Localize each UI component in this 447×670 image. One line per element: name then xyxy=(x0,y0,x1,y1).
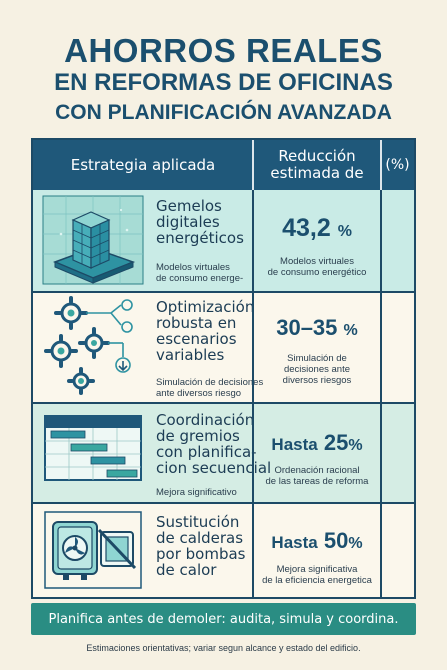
table-row: Optimización robusta en escenarios varia… xyxy=(33,293,414,402)
reduction-note-line: Simulación de xyxy=(287,353,347,364)
row-title: Gemelos digitales energéticos xyxy=(156,198,244,246)
header-strategy: Estrategia aplicada xyxy=(70,156,216,174)
cta-banner: Planifica antes de demoler: audita, simu… xyxy=(31,603,416,635)
reduction-note: Modelos virtuales de consumo energético xyxy=(253,256,381,278)
row-subtitle: Simulación de decisiones ante diversos r… xyxy=(156,377,263,399)
row-title-line: cion secuencial xyxy=(156,459,272,477)
row-title-line: Sustitución xyxy=(156,513,240,531)
row-subtitle-line: Mejora significativo xyxy=(156,487,237,498)
reduction-cell: 30–35 % Simulación de decisiones ante di… xyxy=(253,293,381,402)
row-title-line: Gemelos xyxy=(156,197,222,215)
gears-scenarios-icon xyxy=(44,296,133,395)
row-title-line: por bombas xyxy=(156,545,246,563)
title-line-2: EN REFORMAS DE OFICINAS xyxy=(54,69,393,96)
header-reduction-line2: estimada de xyxy=(270,164,364,182)
row-title-line: variables xyxy=(156,346,225,364)
reduction-note-line: decisiones ante xyxy=(283,364,351,375)
reduction-value: Hasta 25% xyxy=(253,430,381,456)
reduction-cell: Hasta 50% Mejora significativa de la efi… xyxy=(253,504,381,597)
row-title-line: de calor xyxy=(156,561,217,579)
column-divider xyxy=(252,190,254,597)
strategy-cell: Optimización robusta en escenarios varia… xyxy=(33,293,263,402)
reduction-cell: 43,2 % Modelos virtuales de consumo ener… xyxy=(253,190,381,291)
row-title-line: escenarios xyxy=(156,330,237,348)
strategy-cell: Coordinación de gremios con planifica- c… xyxy=(33,404,271,502)
percent-cell xyxy=(381,404,414,502)
row-title: Sustitución de calderas por bombas de ca… xyxy=(156,514,245,578)
header-reduction-line1: Reducción xyxy=(278,147,356,165)
row-title-line: energéticos xyxy=(156,229,244,247)
value-unit: % xyxy=(337,223,352,240)
reduction-note-line: Ordenación racional xyxy=(274,465,360,476)
row-divider xyxy=(33,291,414,293)
row-subtitle-line: Simulación de decisiones xyxy=(156,377,264,388)
row-title-line: de gremios xyxy=(156,427,240,445)
column-divider xyxy=(380,190,382,597)
reduction-note-line: de las tareas de reforma xyxy=(265,476,369,487)
reduction-note-line: de la eficiencia energetica xyxy=(262,575,372,586)
value-unit: % xyxy=(348,437,363,454)
value-number: 50 xyxy=(323,528,349,553)
title-line-1: AHORROS REALES xyxy=(64,32,383,69)
table-row: Sustitución de calderas por bombas de ca… xyxy=(33,504,414,597)
value-prefix: Hasta xyxy=(271,435,318,454)
header-divider xyxy=(252,140,254,190)
gantt-schedule-icon xyxy=(44,415,142,481)
table-header: Estrategia aplicada Reducción estimada d… xyxy=(33,140,414,190)
percent-cell xyxy=(381,293,414,402)
reduction-value: Hasta 50% xyxy=(253,528,381,554)
percent-cell xyxy=(381,190,414,291)
heat-pump-icon xyxy=(44,511,142,589)
value-unit: % xyxy=(348,535,363,552)
value-prefix: Hasta xyxy=(271,533,318,552)
reduction-cell: Hasta 25% Ordenación racional de las tar… xyxy=(253,404,381,502)
digital-twin-building-icon xyxy=(42,195,144,285)
row-subtitle: Mejora significativo xyxy=(156,487,237,498)
row-subtitle-line: Modelos virtuales xyxy=(156,262,230,273)
strategy-cell: Gemelos digitales energéticos Modelos vi… xyxy=(33,190,253,291)
value-number: 43,2 xyxy=(282,214,331,242)
strategy-cell: Sustitución de calderas por bombas de ca… xyxy=(33,504,253,597)
row-subtitle: Modelos virtuales de consumo energe- xyxy=(156,262,243,284)
reduction-note: Mejora significativa de la eficiencia en… xyxy=(253,564,381,586)
reduction-note-line: de consumo energético xyxy=(267,267,367,278)
reduction-note-line: Mejora significativa xyxy=(276,564,358,575)
title-line-3: CON PLANIFICACIÓN AVANZADA xyxy=(55,101,392,124)
reduction-note-line: diversos riesgos xyxy=(282,375,352,386)
row-title-line: robusta en xyxy=(156,314,237,332)
value-number: 30–35 xyxy=(276,315,338,340)
row-subtitle-line: de consumo energe- xyxy=(156,273,244,284)
value-unit: % xyxy=(343,322,358,339)
reduction-note: Ordenación racional de las tareas de ref… xyxy=(253,465,381,487)
row-title-line: digitales xyxy=(156,213,220,231)
row-title-line: Optimización xyxy=(156,298,255,316)
row-divider xyxy=(33,502,414,504)
reduction-value: 43,2 % xyxy=(253,214,381,243)
row-title-line: Coordinación xyxy=(156,411,255,429)
header-reduction: Reducción estimada de xyxy=(253,140,381,190)
row-title: Coordinación de gremios con planifica- c… xyxy=(156,412,271,476)
footnote: Estimaciones orientativas; variar segun … xyxy=(86,643,361,653)
savings-table: Estrategia aplicada Reducción estimada d… xyxy=(31,138,416,599)
reduction-note: Simulación de decisiones ante diversos r… xyxy=(253,353,381,386)
reduction-note-line: Modelos virtuales xyxy=(280,256,354,267)
row-divider xyxy=(33,402,414,404)
row-subtitle-line: ante diversos riesgo xyxy=(156,388,242,399)
row-title-line: de calderas xyxy=(156,529,244,547)
reduction-value: 30–35 % xyxy=(253,315,381,341)
row-title: Optimización robusta en escenarios varia… xyxy=(156,299,254,363)
header-percent: (%) xyxy=(385,157,410,173)
header-divider xyxy=(380,140,382,190)
table-row: Gemelos digitales energéticos Modelos vi… xyxy=(33,190,414,291)
percent-cell xyxy=(381,504,414,597)
value-number: 25 xyxy=(323,430,349,455)
row-title-line: con planifica- xyxy=(156,443,257,461)
table-row: Coordinación de gremios con planifica- c… xyxy=(33,404,414,502)
